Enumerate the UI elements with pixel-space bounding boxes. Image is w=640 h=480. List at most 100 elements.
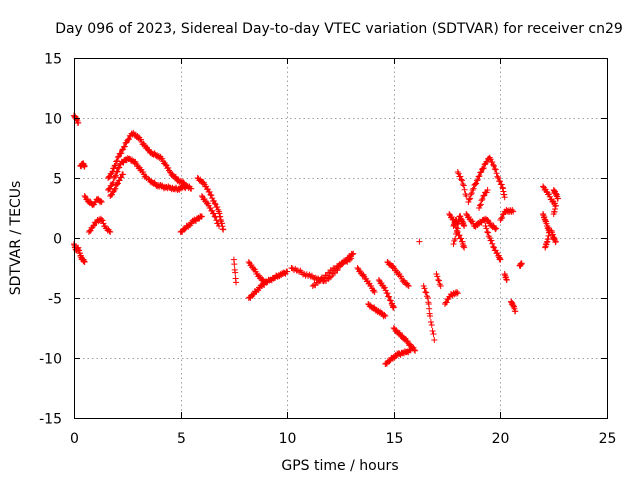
data-point — [452, 235, 459, 242]
data-point — [118, 150, 125, 157]
data-segment — [416, 238, 423, 245]
data-segment — [497, 206, 517, 223]
data-point — [262, 279, 269, 286]
data-point — [435, 277, 442, 283]
data-point — [492, 226, 499, 233]
x-tick-label: 15 — [386, 431, 404, 447]
data-point — [552, 238, 559, 245]
data-point — [463, 211, 470, 217]
data-point — [495, 175, 502, 181]
data-point — [326, 269, 333, 276]
data-point — [112, 172, 119, 179]
data-point — [384, 290, 391, 297]
data-point — [328, 273, 335, 280]
data-point — [119, 147, 126, 154]
data-segment — [463, 211, 500, 233]
data-point — [431, 337, 438, 343]
data-point — [232, 269, 239, 276]
x-tick-label: 0 — [70, 431, 79, 447]
data-point — [427, 319, 434, 325]
data-segment — [177, 213, 205, 235]
data-segment — [384, 259, 412, 289]
data-point — [421, 285, 428, 292]
data-point — [458, 176, 465, 183]
data-point — [98, 199, 105, 205]
data-point — [501, 194, 508, 201]
data-segment — [441, 289, 461, 307]
data-point — [467, 191, 474, 198]
data-segment — [71, 241, 88, 265]
data-point — [215, 223, 222, 229]
data-point — [390, 304, 397, 311]
data-point — [312, 274, 319, 281]
data-point — [489, 240, 496, 247]
data-point — [497, 256, 504, 263]
data-point — [453, 289, 460, 295]
data-point — [212, 214, 219, 221]
data-segment — [508, 298, 519, 315]
data-point — [120, 171, 127, 178]
data-point — [106, 228, 113, 235]
data-point — [211, 200, 218, 207]
x-axis-label: GPS time / hours — [281, 458, 398, 474]
data-point — [466, 196, 473, 203]
data-point — [452, 220, 459, 227]
data-point — [509, 207, 516, 214]
axis-ticks — [74, 58, 608, 419]
data-point — [473, 180, 480, 187]
data-segment — [375, 277, 397, 311]
data-point — [210, 210, 217, 217]
data-point — [309, 283, 316, 289]
data-point — [114, 168, 121, 175]
data-segment — [354, 265, 378, 295]
data-point — [470, 185, 477, 192]
data-point — [112, 162, 119, 169]
data-segment — [454, 169, 470, 199]
data-point — [206, 188, 213, 195]
data-segment — [465, 154, 508, 205]
data-point — [492, 166, 499, 173]
data-point — [434, 273, 441, 280]
data-segment — [230, 256, 240, 286]
data-point — [484, 217, 491, 223]
data-point — [162, 161, 169, 168]
data-segment — [501, 271, 510, 283]
data-point — [422, 289, 429, 295]
y-tick-labels: 15 10 5 0 -5 -10 -15 — [39, 52, 62, 428]
data-segment — [105, 155, 150, 193]
x-tick-label: 5 — [177, 431, 186, 447]
x-tick-label: 25 — [599, 431, 617, 447]
data-point — [111, 163, 118, 169]
data-point — [233, 279, 240, 286]
data-point — [499, 214, 506, 221]
data-point — [468, 190, 475, 196]
data-segment — [450, 225, 461, 247]
y-tick-label: -10 — [39, 352, 62, 368]
data-point — [213, 217, 220, 224]
data-point — [496, 178, 503, 185]
data-point — [453, 229, 460, 236]
data-point — [214, 204, 221, 211]
data-point — [382, 313, 389, 319]
data-point — [430, 331, 437, 337]
data-point — [458, 235, 465, 242]
data-point — [429, 328, 436, 334]
data-point — [437, 283, 444, 289]
data-point — [387, 297, 394, 304]
data-point — [476, 202, 483, 209]
data-point — [371, 289, 378, 295]
data-point — [484, 187, 491, 193]
data-segment — [548, 227, 559, 246]
data-point — [542, 244, 549, 251]
data-point — [485, 229, 492, 236]
data-point — [111, 187, 118, 193]
data-point — [461, 186, 468, 193]
data-segment — [420, 283, 438, 343]
data-point — [443, 299, 450, 306]
x-tick-label: 20 — [492, 431, 510, 447]
data-point — [490, 161, 497, 168]
data-point — [375, 277, 382, 283]
data-segment — [382, 346, 414, 367]
data-point — [307, 273, 314, 280]
data-point — [427, 313, 434, 319]
